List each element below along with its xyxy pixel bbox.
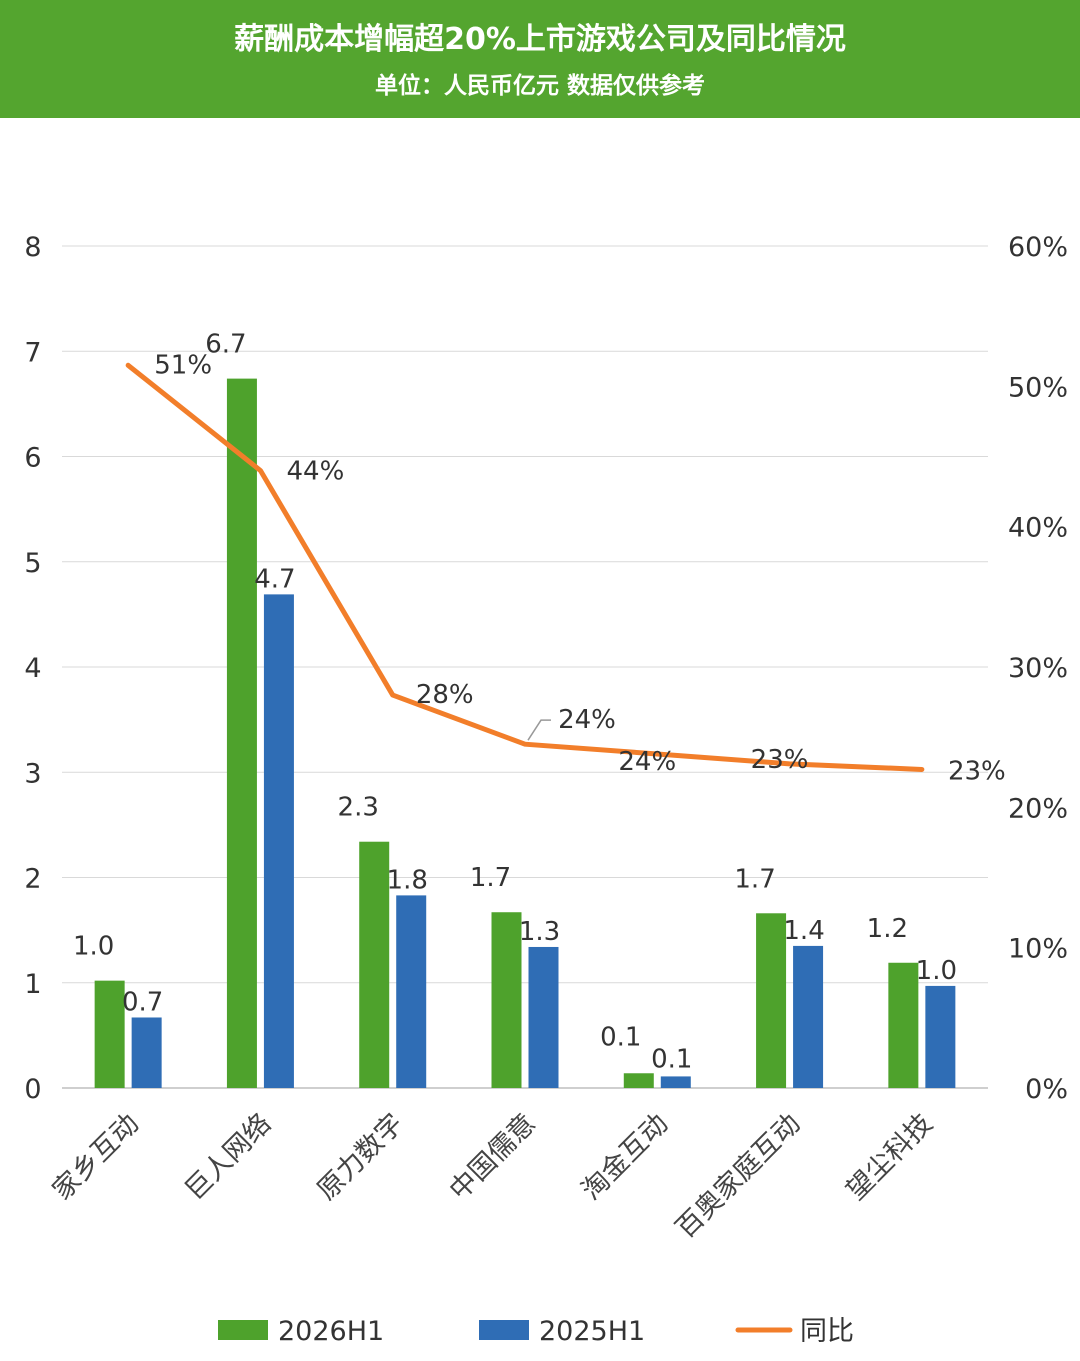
category-label: 望尘科技 [841, 1108, 939, 1206]
data-label-2025h1: 4.7 [254, 564, 295, 594]
yoy-line-path [125, 362, 925, 772]
category-label: 淘金互动 [576, 1108, 674, 1206]
bar-2025h1 [131, 1017, 162, 1088]
data-label-2026h1: 2.3 [338, 793, 379, 823]
right-axis-ticks: 0% 10% 20% 30% 40% 50% 60% [1008, 232, 1068, 1105]
legend: 2026H1 2025H1 同比 [218, 1316, 854, 1347]
bar-2026h1 [623, 1073, 654, 1088]
data-label-yoy: 23% [948, 756, 1006, 786]
leader-line [527, 719, 551, 741]
data-label-yoy: 28% [416, 680, 474, 710]
bar-2026h1 [888, 962, 919, 1088]
data-label-2026h1: 1.7 [734, 864, 775, 894]
right-axis-tick: 20% [1008, 793, 1068, 824]
bar-2025h1 [793, 945, 824, 1088]
data-label-2025h1: 0.7 [122, 987, 163, 1017]
right-axis-tick: 40% [1008, 513, 1068, 544]
chart-title: 薪酬成本增幅超20%上市游戏公司及同比情况 [234, 22, 846, 57]
legend-label-2026h1: 2026H1 [278, 1316, 384, 1347]
legend-swatch-2026h1 [218, 1320, 268, 1340]
data-label-yoy: 24% [558, 705, 616, 735]
data-label-2026h1: 6.7 [205, 330, 246, 360]
data-label-2025h1: 1.0 [916, 956, 957, 986]
left-axis-tick: 8 [24, 232, 41, 263]
bar-2025h1 [528, 946, 559, 1088]
data-label-2026h1: 1.0 [73, 932, 114, 962]
bar-2025h1 [263, 594, 294, 1088]
left-axis-tick: 4 [24, 653, 41, 684]
data-label-2025h1: 1.3 [519, 917, 560, 947]
legend-label-2025h1: 2025H1 [539, 1316, 645, 1347]
category-label: 百奥家庭互动 [670, 1108, 806, 1244]
bar-2025h1 [925, 985, 956, 1088]
legend-swatch-2025h1 [479, 1320, 529, 1340]
left-axis-tick: 1 [24, 969, 41, 1000]
data-label-2026h1: 1.2 [867, 914, 908, 944]
category-label: 巨人网络 [179, 1108, 277, 1206]
right-axis-tick: 0% [1025, 1074, 1068, 1105]
data-label-2026h1: 0.1 [600, 1022, 641, 1052]
category-label: 家乡互动 [47, 1108, 145, 1206]
bar-2026h1 [491, 912, 522, 1088]
grid-lines [62, 245, 988, 1089]
bar-2026h1 [756, 913, 787, 1088]
right-axis-tick: 30% [1008, 653, 1068, 684]
legend-label-yoy: 同比 [800, 1316, 854, 1347]
category-label: 原力数字 [311, 1108, 409, 1206]
left-axis-tick: 0 [24, 1074, 41, 1105]
data-label-yoy: 44% [287, 457, 345, 487]
left-axis-ticks: 0 1 2 3 4 5 6 7 8 [24, 232, 41, 1105]
left-axis-tick: 6 [24, 443, 41, 474]
data-label-2025h1: 1.4 [783, 916, 824, 946]
data-label-2026h1: 1.7 [470, 863, 511, 893]
bar-2025h1 [660, 1076, 691, 1088]
bar-2026h1 [359, 841, 390, 1088]
data-label-yoy: 51% [154, 350, 212, 380]
data-label-2025h1: 1.8 [387, 865, 428, 895]
data-label-2025h1: 0.1 [651, 1044, 692, 1074]
data-labels: 1.0 0.7 6.7 4.7 2.3 1.8 1.7 1.3 0.1 0.1 1.7 1.4 1.2 1… [73, 330, 1006, 1075]
yoy-line [125, 362, 925, 772]
data-label-yoy: 24% [618, 747, 676, 777]
bars [94, 378, 956, 1088]
left-axis-tick: 3 [24, 758, 41, 789]
right-axis-tick: 10% [1008, 934, 1068, 965]
data-label-yoy: 23% [751, 745, 809, 775]
chart-header: 薪酬成本增幅超20%上市游戏公司及同比情况 单位：人民币亿元 数据仅供参考 [0, 0, 1080, 118]
left-axis-tick: 7 [24, 337, 41, 368]
category-label: 中国儒意 [444, 1108, 542, 1206]
right-axis-tick: 50% [1008, 372, 1068, 403]
bar-2026h1 [226, 378, 257, 1088]
bar-2026h1 [94, 980, 125, 1088]
left-axis-tick: 5 [24, 548, 41, 579]
chart-subtitle: 单位：人民币亿元 数据仅供参考 [374, 73, 705, 99]
left-axis-tick: 2 [24, 864, 41, 895]
bar-2025h1 [396, 895, 427, 1088]
right-axis-tick: 60% [1008, 232, 1068, 263]
